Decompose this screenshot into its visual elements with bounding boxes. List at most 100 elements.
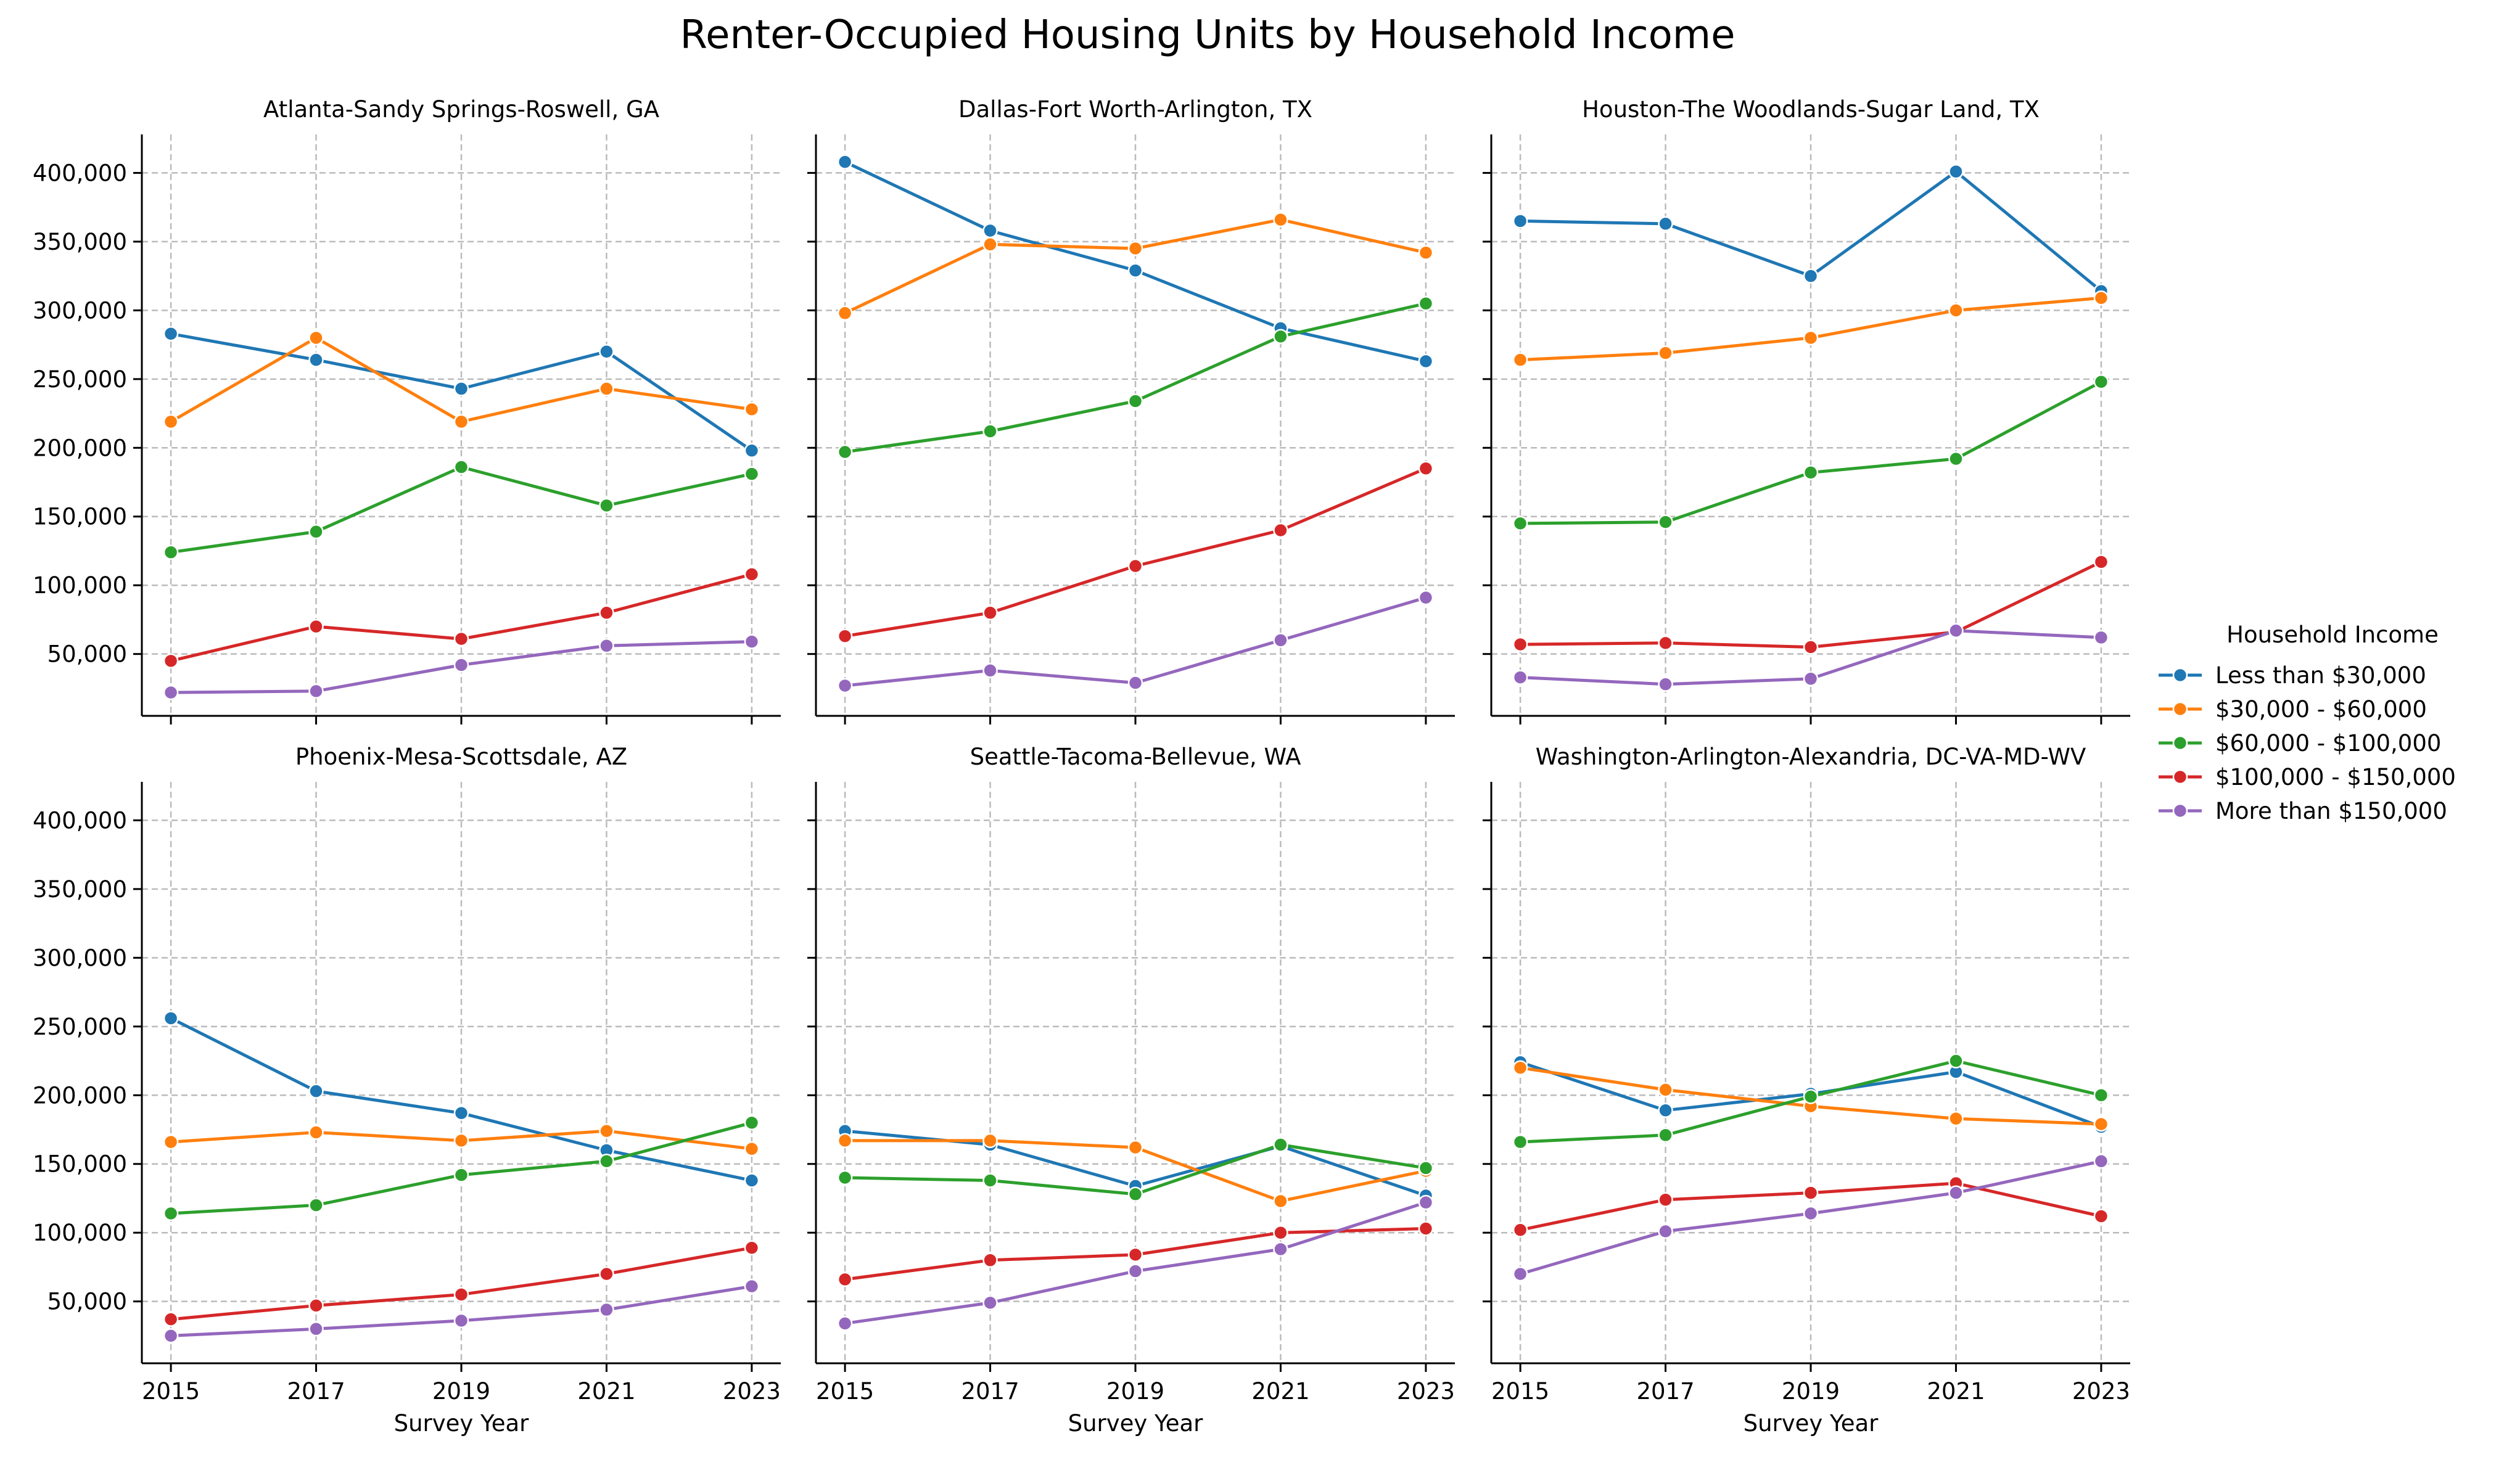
data-point	[2093, 554, 2109, 570]
legend-item-30-000-60-000: $30,000 - $60,000	[2159, 696, 2427, 723]
data-point	[308, 1083, 324, 1099]
data-point	[308, 1197, 324, 1213]
data-point	[1418, 461, 1434, 476]
data-point	[1273, 522, 1288, 538]
legend-label: $60,000 - $100,000	[2215, 730, 2441, 757]
data-point	[1127, 1186, 1143, 1202]
data-point	[1658, 1102, 1673, 1118]
data-point	[837, 678, 853, 694]
data-point	[1803, 1089, 1819, 1104]
panel-seattle-tacoma-bellevue-wa: Seattle-Tacoma-Bellevue, WA 2015 2017 2019 2…	[807, 744, 1455, 1437]
series-100-000-150-000	[837, 461, 1434, 644]
data-point	[837, 1133, 853, 1149]
data-point	[1658, 514, 1673, 530]
series-60-000-100-000	[837, 295, 1434, 460]
x-axis-label: Survey Year	[1744, 1410, 1879, 1437]
data-point	[1658, 1127, 1673, 1143]
data-point	[744, 567, 760, 582]
x-tick-label: 2015	[1491, 1378, 1549, 1405]
data-point	[1418, 1194, 1434, 1210]
data-point	[1512, 1266, 1528, 1282]
data-point	[1512, 352, 1528, 367]
data-point	[1512, 636, 1528, 652]
series-more-than-150-000	[837, 1194, 1434, 1331]
series-more-than-150-000	[163, 1278, 760, 1344]
data-point	[599, 638, 614, 654]
data-point	[1418, 590, 1434, 605]
legend-label: $30,000 - $60,000	[2215, 696, 2427, 723]
series-30-000-60-000	[163, 1123, 760, 1157]
data-point	[163, 653, 179, 669]
data-point	[982, 605, 998, 621]
data-point	[982, 237, 998, 252]
data-point	[1418, 245, 1434, 260]
x-axis-label: Survey Year	[1068, 1410, 1204, 1437]
y-tick-label: 300,000	[33, 945, 127, 971]
data-point	[1948, 163, 1964, 179]
data-point	[982, 1133, 998, 1149]
data-point	[163, 1205, 179, 1221]
data-point	[1658, 216, 1673, 232]
x-tick-label: 2019	[1782, 1378, 1840, 1405]
data-point	[308, 618, 324, 634]
gridlines	[816, 782, 1455, 1363]
data-point	[1512, 670, 1528, 685]
data-point	[599, 498, 614, 514]
series-more-than-150-000	[163, 634, 760, 700]
legend-title: Household Income	[2226, 622, 2439, 648]
legend-marker	[2172, 701, 2188, 717]
series-100-000-150-000	[163, 567, 760, 669]
data-point	[2093, 290, 2109, 306]
legend-marker	[2172, 667, 2188, 683]
data-point	[982, 1252, 998, 1268]
series-less-than-30-000	[163, 1011, 760, 1188]
data-point	[1273, 329, 1288, 344]
series-100-000-150-000	[1512, 1175, 2109, 1238]
data-point	[1658, 1223, 1673, 1239]
legend-item-more-than-150-000: More than $150,000	[2159, 798, 2447, 824]
y-tick-label: 350,000	[33, 229, 127, 255]
data-point	[744, 1115, 760, 1131]
chart-title: Renter-Occupied Housing Units by Househo…	[680, 12, 1736, 58]
data-point	[599, 1154, 614, 1169]
data-point	[1127, 1247, 1143, 1263]
data-point	[453, 1167, 469, 1183]
series-30-000-60-000	[1512, 290, 2109, 367]
data-point	[1418, 1221, 1434, 1236]
data-point	[1803, 639, 1819, 655]
gridlines	[142, 782, 781, 1363]
data-point	[163, 684, 179, 700]
y-tick-label: 350,000	[33, 876, 127, 903]
data-point	[2093, 1088, 2109, 1103]
data-point	[744, 634, 760, 649]
series-60-000-100-000	[163, 459, 760, 560]
data-point	[453, 631, 469, 647]
x-tick-label: 2015	[816, 1378, 874, 1405]
data-point	[1803, 330, 1819, 346]
data-point	[1803, 268, 1819, 284]
data-point	[837, 1271, 853, 1287]
series-60-000-100-000	[163, 1115, 760, 1221]
data-point	[1512, 1222, 1528, 1238]
data-point	[308, 1298, 324, 1313]
data-point	[163, 326, 179, 342]
data-point	[453, 1133, 469, 1149]
data-point	[1948, 1053, 1964, 1069]
data-point	[308, 1125, 324, 1140]
data-point	[163, 1328, 179, 1344]
panel-title: Seattle-Tacoma-Bellevue, WA	[970, 744, 1301, 770]
data-point	[744, 466, 760, 482]
y-tick-label: 100,000	[33, 572, 127, 599]
data-point	[837, 305, 853, 321]
data-point	[744, 1240, 760, 1255]
data-point	[744, 1173, 760, 1188]
data-point	[1127, 558, 1143, 574]
data-point	[163, 1134, 179, 1150]
data-point	[1948, 1185, 1964, 1200]
data-point	[1948, 1110, 1964, 1127]
data-point	[599, 1302, 614, 1318]
y-tick-label: 100,000	[33, 1220, 127, 1246]
data-point	[1512, 1060, 1528, 1075]
data-point	[982, 424, 998, 439]
data-point	[744, 401, 760, 417]
